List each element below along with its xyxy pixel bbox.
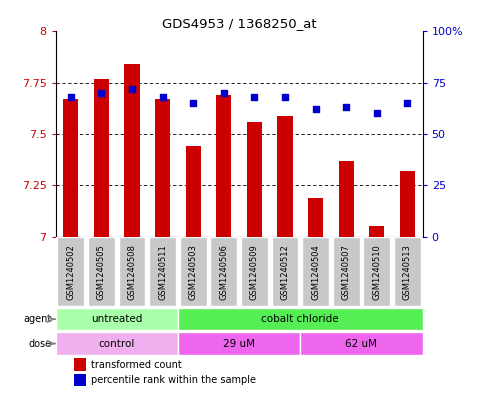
Text: GSM1240513: GSM1240513 [403,244,412,300]
Bar [74,374,85,386]
Title: GDS4953 / 1368250_at: GDS4953 / 1368250_at [162,17,316,30]
FancyBboxPatch shape [241,237,268,306]
Text: agent: agent [24,314,52,324]
Point [189,100,197,107]
FancyBboxPatch shape [271,237,298,306]
Point [98,90,105,96]
Text: GSM1240508: GSM1240508 [128,244,137,300]
Text: control: control [99,338,135,349]
Point [403,100,411,107]
Bar [369,226,384,237]
Text: GSM1240502: GSM1240502 [66,244,75,299]
FancyBboxPatch shape [56,332,178,355]
FancyBboxPatch shape [178,332,300,355]
Text: 62 uM: 62 uM [345,338,377,349]
FancyBboxPatch shape [363,237,390,306]
FancyBboxPatch shape [180,237,207,306]
Text: GSM1240504: GSM1240504 [311,244,320,299]
Text: GSM1240512: GSM1240512 [281,244,289,299]
FancyBboxPatch shape [56,308,178,331]
Text: percentile rank within the sample: percentile rank within the sample [91,375,256,385]
Bar [125,64,140,237]
Text: dose: dose [29,338,52,349]
Bar [308,198,323,237]
Text: transformed count: transformed count [91,360,182,370]
Point [312,106,319,112]
Point [128,86,136,92]
Bar [74,358,85,371]
FancyBboxPatch shape [210,237,237,306]
FancyBboxPatch shape [300,332,423,355]
Text: GSM1240503: GSM1240503 [189,244,198,300]
Text: GSM1240507: GSM1240507 [341,244,351,300]
FancyBboxPatch shape [394,237,421,306]
Bar [277,116,293,237]
Point [159,94,167,100]
Bar [400,171,415,237]
Text: GSM1240506: GSM1240506 [219,244,228,300]
Text: cobalt chloride: cobalt chloride [261,314,339,324]
Text: GSM1240510: GSM1240510 [372,244,381,299]
Text: GSM1240511: GSM1240511 [158,244,167,299]
Point [251,94,258,100]
FancyBboxPatch shape [88,237,115,306]
Bar [155,99,170,237]
Bar [63,99,78,237]
Bar [185,146,201,237]
Text: GSM1240505: GSM1240505 [97,244,106,299]
Bar [247,122,262,237]
FancyBboxPatch shape [57,237,85,306]
FancyBboxPatch shape [149,237,176,306]
Point [342,104,350,110]
FancyBboxPatch shape [302,237,329,306]
FancyBboxPatch shape [178,308,423,331]
Bar [339,161,354,237]
Text: 29 uM: 29 uM [223,338,255,349]
Point [220,90,227,96]
Bar [94,79,109,237]
Point [281,94,289,100]
FancyBboxPatch shape [333,237,360,306]
FancyBboxPatch shape [118,237,145,306]
Point [67,94,75,100]
Text: GSM1240509: GSM1240509 [250,244,259,299]
Text: untreated: untreated [91,314,142,324]
Point [373,110,381,117]
Bar [216,95,231,237]
